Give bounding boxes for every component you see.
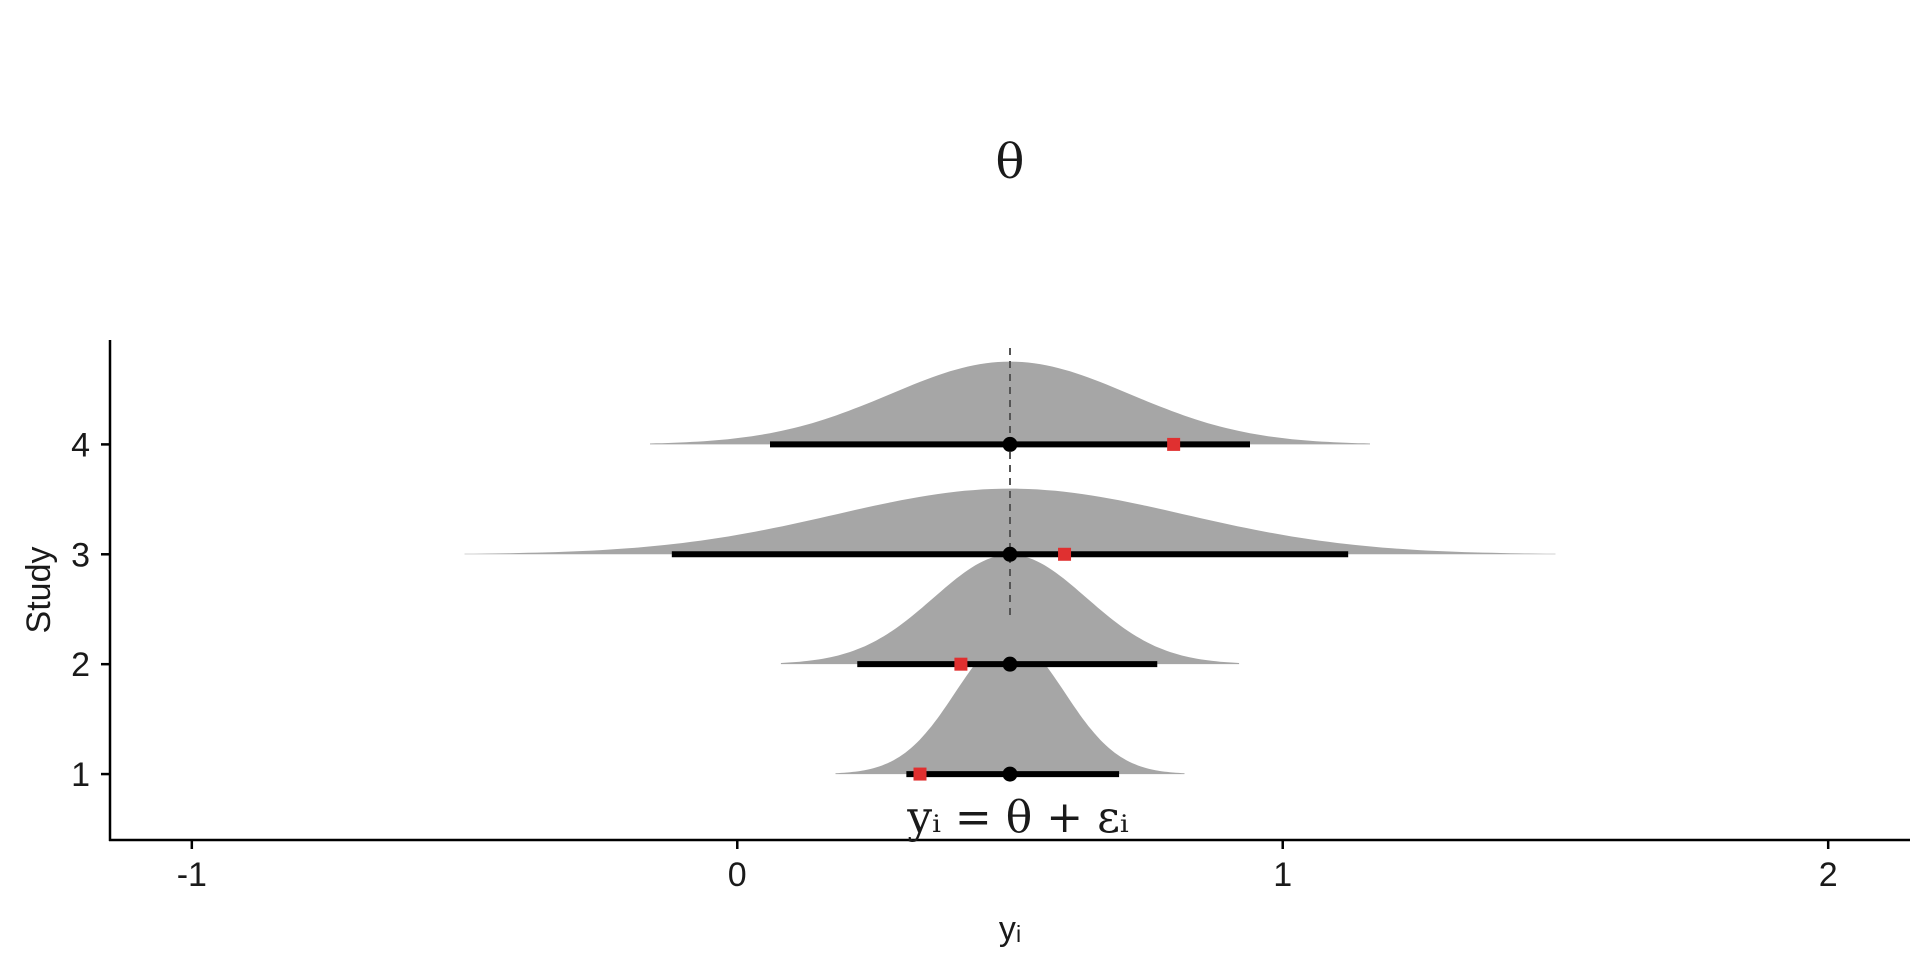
x-tick-label: -1 bbox=[177, 856, 207, 894]
x-tick-label: 2 bbox=[1819, 856, 1838, 894]
y-tick-label: 1 bbox=[71, 756, 90, 794]
x-axis-ticks: -1 0 1 2 bbox=[177, 840, 1838, 894]
x-tick-label: 0 bbox=[728, 856, 747, 894]
density-layer bbox=[464, 361, 1556, 775]
y-tick-label: 3 bbox=[71, 536, 90, 574]
observed-study-1 bbox=[913, 767, 927, 781]
estimate-study-1 bbox=[1002, 766, 1018, 782]
chart-title: θ bbox=[996, 134, 1025, 190]
x-tick-label: 1 bbox=[1273, 856, 1292, 894]
y-tick-label: 2 bbox=[71, 646, 90, 684]
y-tick-label: 4 bbox=[71, 426, 90, 464]
y-axis-title: Study bbox=[20, 547, 58, 634]
estimate-study-3 bbox=[1002, 546, 1018, 562]
observed-study-3 bbox=[1058, 547, 1072, 561]
observed-study-2 bbox=[954, 657, 968, 671]
point-layer bbox=[913, 436, 1181, 782]
y-axis-ticks: 1 2 3 4 bbox=[71, 426, 110, 794]
estimate-study-4 bbox=[1002, 436, 1018, 452]
density-study-1 bbox=[835, 639, 1185, 775]
model-equation: yᵢ = θ + εᵢ bbox=[906, 792, 1129, 843]
x-axis-title: yᵢ bbox=[999, 910, 1021, 948]
observed-study-4 bbox=[1167, 437, 1181, 451]
estimate-study-2 bbox=[1002, 656, 1018, 672]
